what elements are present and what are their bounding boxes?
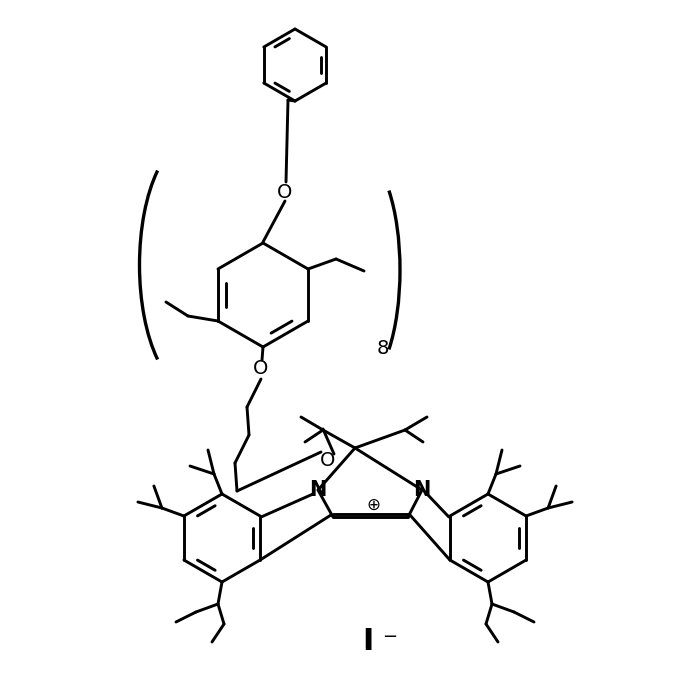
Text: N: N bbox=[413, 480, 430, 500]
Text: ⊕: ⊕ bbox=[366, 496, 380, 514]
Text: −: − bbox=[382, 628, 398, 646]
Text: I: I bbox=[363, 627, 374, 657]
Text: N: N bbox=[309, 480, 327, 500]
Text: O: O bbox=[253, 360, 269, 379]
Text: O: O bbox=[321, 451, 336, 470]
Text: O: O bbox=[277, 183, 293, 202]
Text: 8: 8 bbox=[377, 339, 389, 358]
